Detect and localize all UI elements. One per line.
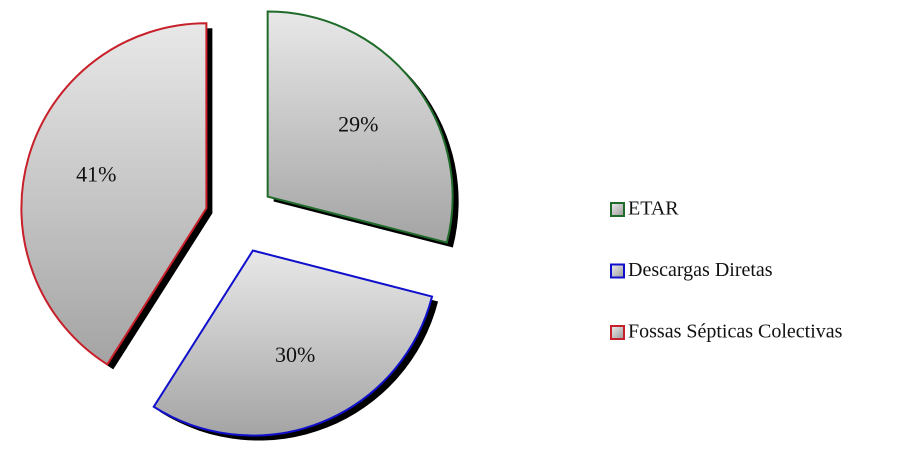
legend-swatch <box>610 263 625 279</box>
data-label: 41% <box>76 161 116 186</box>
legend-label: ETAR <box>628 198 679 220</box>
legend-swatch <box>610 325 625 340</box>
legend-label: Fossas Sépticas Colectivas <box>628 321 843 343</box>
slice <box>152 249 434 437</box>
legend-swatch <box>610 202 625 217</box>
slice <box>20 22 208 366</box>
data-label: 30% <box>275 342 315 367</box>
legend-label: Descargas Diretas <box>628 259 773 281</box>
slice <box>266 10 454 244</box>
data-label: 29% <box>338 111 378 136</box>
